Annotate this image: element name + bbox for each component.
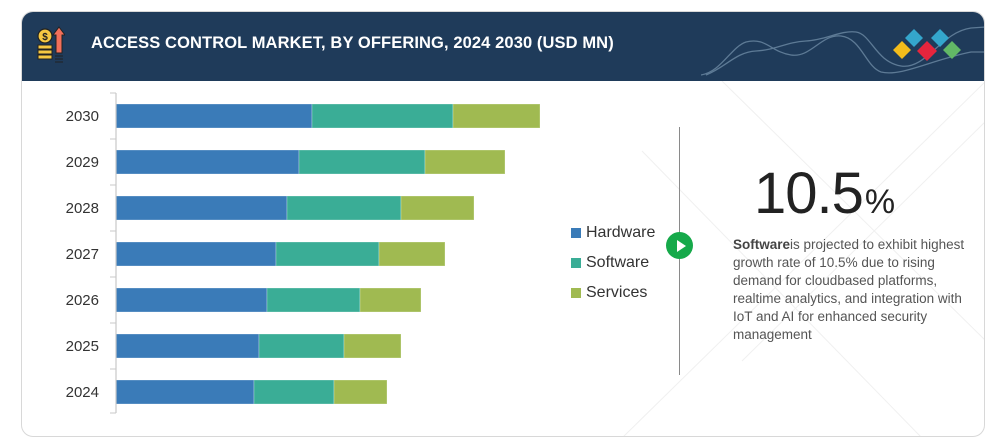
year-label: 2025 xyxy=(66,338,99,355)
bar-hardware-2028 xyxy=(115,195,288,221)
legend-label: Software xyxy=(586,254,650,271)
play-icon xyxy=(676,239,686,252)
legend-item-services: Services xyxy=(571,278,655,308)
year-label: 2026 xyxy=(66,292,99,309)
bar-hardware-2024 xyxy=(115,379,255,405)
highlight-segment: Software xyxy=(733,237,791,252)
legend-label: Hardware xyxy=(586,224,656,241)
growth-description: Softwareis projected to exhibit highest … xyxy=(733,236,973,344)
year-label: 2029 xyxy=(66,154,99,171)
bar-group xyxy=(115,103,541,405)
bar-services-2027 xyxy=(378,241,446,267)
header-bar: $ ACCESS CONTROL MARKET, BY OFFERING, 20… xyxy=(22,12,984,81)
year-label: 2028 xyxy=(66,200,99,217)
money-growth-icon: $ xyxy=(37,26,65,63)
bar-services-2030 xyxy=(452,103,541,129)
bar-hardware-2026 xyxy=(115,287,268,313)
bar-software-2025 xyxy=(258,333,345,359)
decorative-waves xyxy=(701,26,984,76)
legend: Hardware Software Services xyxy=(571,218,655,308)
highlight-text: is projected to exhibit highest growth r… xyxy=(733,237,965,342)
year-label: 2027 xyxy=(66,246,99,263)
year-label: 2024 xyxy=(66,384,99,401)
legend-item-software: Software xyxy=(571,248,655,278)
bar-services-2028 xyxy=(400,195,475,221)
svg-text:$: $ xyxy=(42,32,48,43)
bar-services-2029 xyxy=(424,149,506,175)
bar-software-2024 xyxy=(253,379,335,405)
legend-label: Services xyxy=(586,284,648,301)
chart-card: $ ACCESS CONTROL MARKET, BY OFFERING, 20… xyxy=(21,11,985,437)
legend-swatch-software xyxy=(571,258,581,268)
brand-logo xyxy=(893,29,961,61)
chart-title: ACCESS CONTROL MARKET, BY OFFERING, 2024… xyxy=(91,34,614,52)
bar-hardware-2025 xyxy=(115,333,260,359)
bar-software-2028 xyxy=(286,195,402,221)
growth-rate-value: 10.5 xyxy=(754,161,864,226)
year-label: 2030 xyxy=(66,108,99,125)
bar-software-2026 xyxy=(266,287,361,313)
bar-software-2030 xyxy=(311,103,454,129)
growth-rate-unit: % xyxy=(864,183,896,221)
bar-software-2029 xyxy=(298,149,426,175)
bar-hardware-2029 xyxy=(115,149,300,175)
legend-item-hardware: Hardware xyxy=(571,218,655,248)
category-axis: 2030 2029 2028 2027 2026 2025 2024 xyxy=(66,92,117,414)
legend-swatch-hardware xyxy=(571,228,581,238)
legend-swatch-services xyxy=(571,288,581,298)
bar-hardware-2030 xyxy=(115,103,313,129)
bar-services-2024 xyxy=(333,379,388,405)
bar-software-2027 xyxy=(275,241,380,267)
bar-services-2026 xyxy=(359,287,422,313)
growth-rate-stat: 10.5% xyxy=(754,160,895,227)
bar-hardware-2027 xyxy=(115,241,277,267)
bar-services-2025 xyxy=(343,333,402,359)
play-button[interactable] xyxy=(666,232,693,259)
